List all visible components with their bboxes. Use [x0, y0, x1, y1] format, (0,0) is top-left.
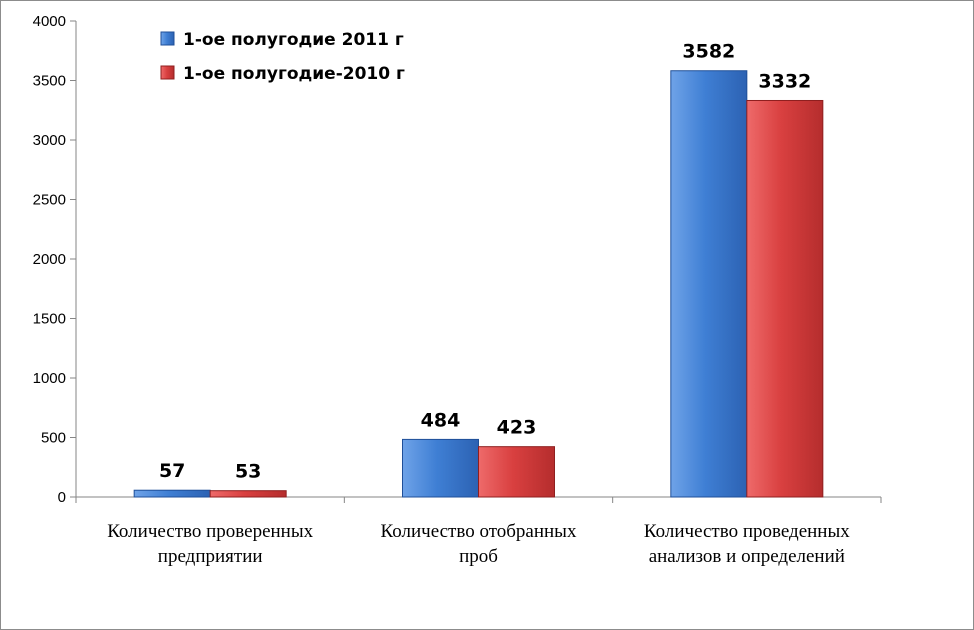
legend-label: 1-ое полугодие 2011 г: [183, 30, 404, 50]
y-tick-label: 500: [41, 430, 66, 447]
x-category-label-line: предприятии: [158, 546, 263, 567]
y-tick-label: 2500: [33, 192, 66, 209]
legend-swatch: [160, 65, 175, 80]
y-tick-label: 4000: [33, 13, 66, 30]
bar-series1-cat1: [133, 489, 211, 498]
bar-series2-cat1: [209, 490, 287, 498]
data-label: 53: [235, 461, 261, 483]
y-tick-label: 0: [58, 489, 66, 506]
data-label: 3332: [758, 70, 811, 92]
y-tick-label: 2000: [33, 251, 66, 268]
x-category-label-line: анализов и определений: [649, 546, 845, 567]
bar-series2-cat3: [746, 99, 824, 498]
x-category-label: Количество отобранных проб: [381, 521, 577, 567]
y-tick-label: 3000: [33, 132, 66, 149]
legend-label: 1-ое полугодие-2010 г: [183, 64, 405, 84]
bar-series1-cat3: [670, 70, 748, 498]
y-tick-label: 1000: [33, 370, 66, 387]
x-category-label-line: Количество проведенных: [644, 521, 850, 542]
data-label: 484: [421, 409, 461, 431]
x-category-label: Количество проведенных анализов и определ…: [644, 521, 850, 567]
x-category-label-line: проб: [459, 546, 498, 567]
y-tick-label: 3500: [33, 73, 66, 90]
bar-series1-cat2: [402, 438, 479, 498]
legend-swatch: [160, 31, 175, 46]
x-category-label-line: Количество отобранных: [381, 521, 577, 542]
bar-series2-cat2: [478, 446, 555, 498]
x-category-label-line: Количество проверенных: [107, 521, 313, 542]
y-tick-label: 1500: [33, 311, 66, 328]
x-category-label: Количество проверенных предприятии: [107, 521, 313, 567]
data-label: 57: [159, 460, 185, 482]
data-label: 423: [497, 417, 537, 439]
data-label: 3582: [682, 41, 735, 63]
